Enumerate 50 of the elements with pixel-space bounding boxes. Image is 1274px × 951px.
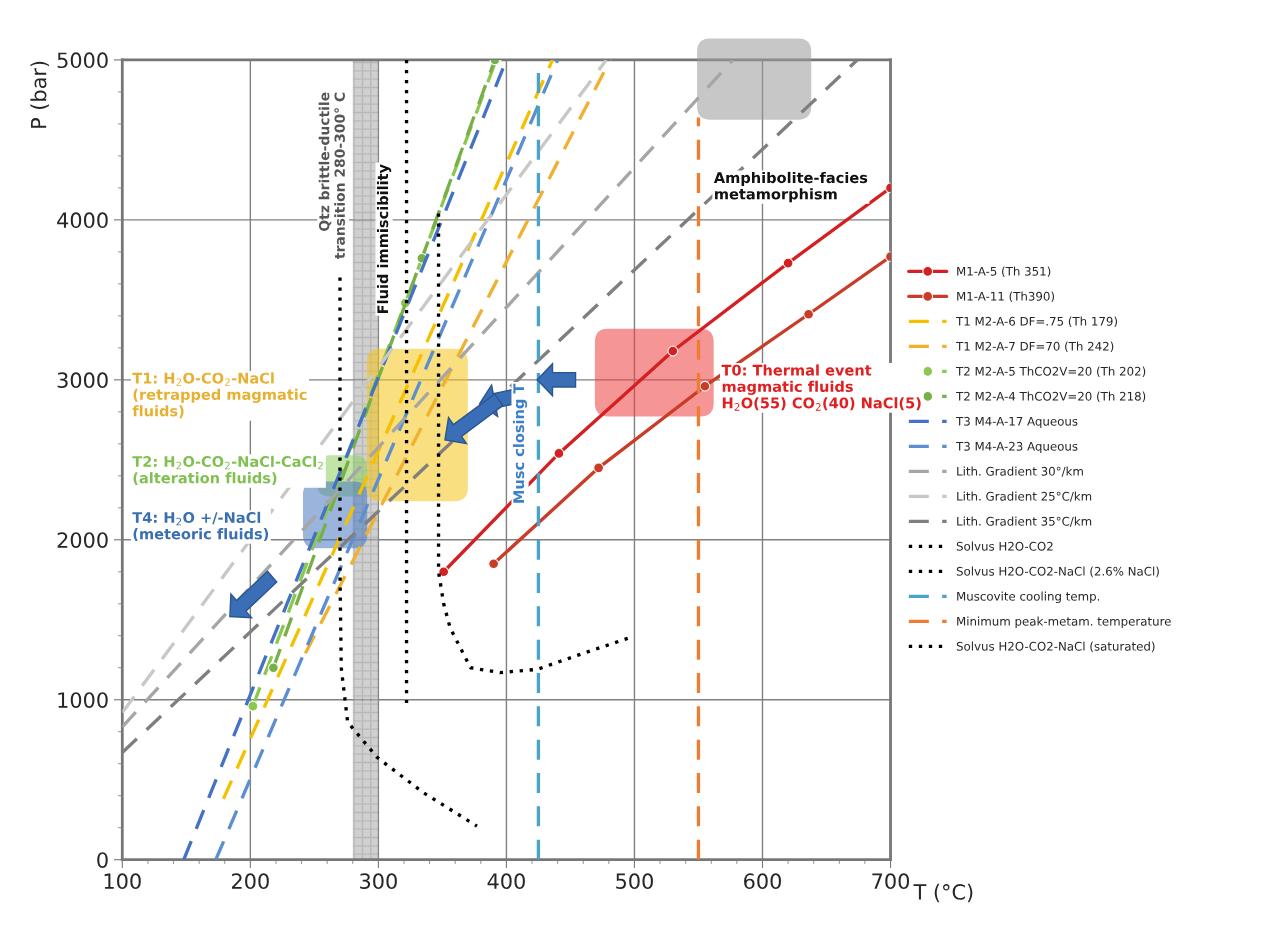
legend-label: Solvus H2O-CO2-NaCl (2.6% NaCl) [956, 566, 1159, 578]
y-tick-label: 2000 [57, 532, 108, 548]
legend-label: T1 M2-A-6 DF=.75 (Th 179) [956, 316, 1118, 328]
legend-label: Minimum peak-metam. temperature [957, 616, 1171, 629]
legend-label: T1 M2-A-7 DF=70 (Th 242) [956, 341, 1114, 353]
y-tick-label: 3000 [57, 372, 108, 389]
text: T2: H$_{2}$O-CO$_{2}$-NaCl-CaCl$_{2}$ (alteration fluids) [132, 455, 323, 486]
point [699, 380, 711, 392]
point [247, 700, 259, 712]
legend-label: Muscovite cooling temp. [957, 591, 1100, 604]
annotation: T0: Thermal event magmatic fluids H$_{2}$O(55) CO$_{2}$(40) NaCl(5) [721, 364, 921, 411]
annotation: Musc closing T [512, 383, 528, 503]
legend-label: M1-A-5 (Th 351) [957, 266, 1051, 278]
legend-label: Lith. Gradient 35°C/km [957, 516, 1092, 527]
y-axis-title: P (bar) [30, 61, 49, 128]
x-tick-label: 700 [872, 873, 910, 890]
x-tick-label: 500 [616, 873, 653, 890]
point [782, 257, 794, 269]
y-tick-label: 0 [97, 852, 108, 868]
x-tick-label: 300 [360, 873, 397, 890]
y-tick-label: 5000 [57, 52, 108, 69]
x-tick-label: 100 [104, 873, 141, 890]
band-label: Qtz brittle-ductile transition 280-300° C [318, 92, 345, 259]
point [667, 345, 679, 357]
y-tick-label: 1000 [58, 692, 108, 708]
annotation: T4: H$_{2}$O +/-NaCl (meteoric fluids) [132, 511, 269, 542]
legend-label: T2 M2-A-5 ThCO2V=20 (Th 202) [956, 366, 1146, 378]
annotation: T1: H$_{2}$O-CO$_{2}$-NaCl (retrapped magmatic fluids) [132, 372, 307, 419]
legend-label: Lith. Gradient 25°C/km [957, 491, 1092, 502]
legend-label: T3 M4-A-23 Aqueous [956, 441, 1078, 454]
x-tick-label: 600 [744, 873, 781, 890]
x-axis-title: T (°C) [913, 883, 973, 903]
point [803, 308, 814, 320]
point [438, 566, 450, 578]
legend-label: Solvus H2O-CO2-NaCl (saturated) [956, 641, 1155, 653]
legend-label: Lith. Gradient 30°/km [957, 466, 1083, 477]
legend-label: M1-A-11 (Th390) [957, 291, 1055, 303]
point [593, 462, 604, 474]
x-tick-label: 200 [231, 873, 269, 890]
legend-label: T3 M4-A-17 Aqueous [956, 416, 1078, 429]
legend-label: Solvus H2O-CO2 [956, 541, 1053, 551]
point [553, 448, 565, 459]
annotation: Amphibolite-facies metamorphism [713, 171, 868, 203]
line-series [338, 275, 479, 828]
annotation: Fluid immiscibility [376, 164, 392, 314]
x-tick-label: 400 [487, 873, 525, 890]
point [488, 558, 499, 570]
point [268, 662, 279, 674]
y-tick-label: 4000 [57, 212, 108, 229]
legend-label: T2 M2-A-4 ThCO2V=20 (Th 218) [956, 391, 1146, 403]
